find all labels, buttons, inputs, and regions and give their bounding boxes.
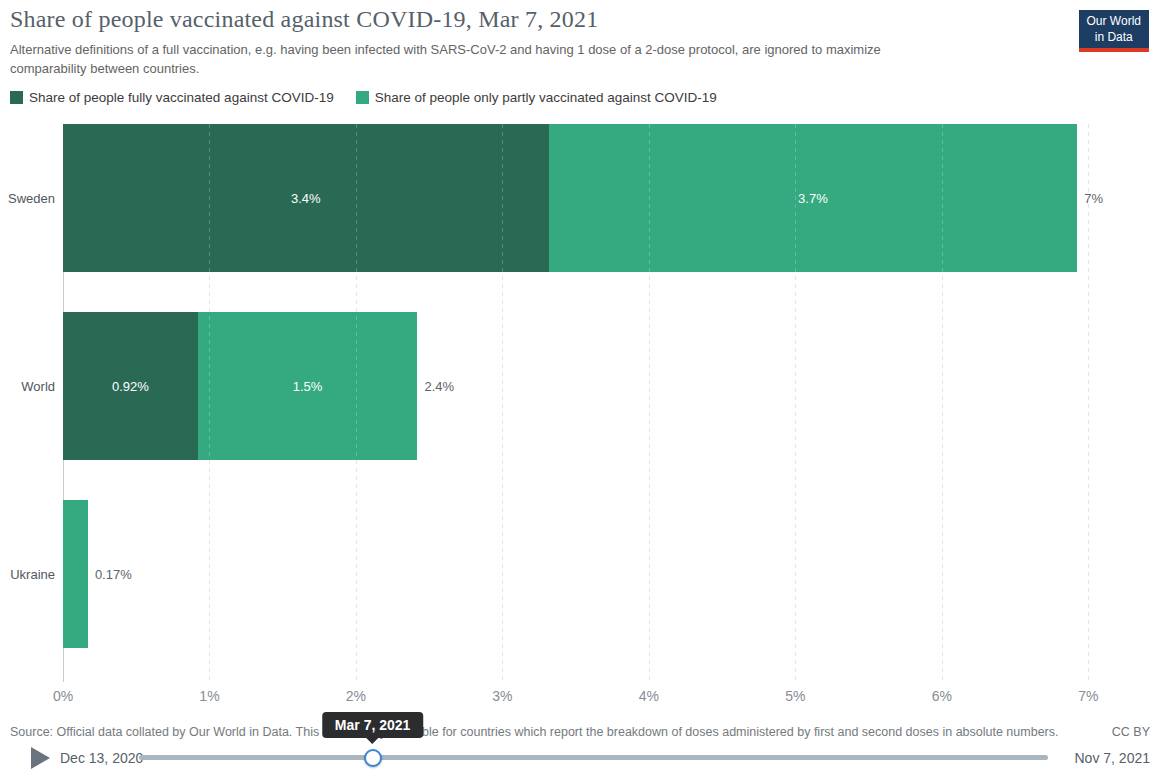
slider-track[interactable] [139, 755, 1048, 760]
segment-value-label: 0.92% [112, 379, 149, 394]
bar-segment-partly[interactable] [63, 500, 88, 648]
timeline-start-date: Dec 13, 2020 [60, 750, 143, 766]
bar-rows: Sweden 3.4% 3.7% 7% World 0.92% 1.5% 2.4% Ukrain… [0, 124, 1160, 682]
slider-handle[interactable] [364, 749, 382, 767]
legend: Share of people fully vaccinated against… [10, 90, 717, 105]
bar-row[interactable]: Ukraine 0.17% [0, 500, 1160, 648]
segment-value-label: 1.5% [293, 379, 323, 394]
timeline-end-date: Nov 7, 2021 [1075, 750, 1151, 766]
axis-tick-label: 3% [492, 688, 512, 704]
axis-tick-label: 2% [346, 688, 366, 704]
date-tooltip: Mar 7, 2021 [322, 712, 424, 738]
entity-label: Ukraine [0, 500, 55, 648]
entity-label: Sweden [0, 124, 55, 272]
owid-logo-line2: in Data [1087, 30, 1141, 46]
axis-tick-label: 4% [639, 688, 659, 704]
legend-item-partly[interactable]: Share of people only partly vaccinated a… [356, 90, 717, 105]
legend-label-fully: Share of people fully vaccinated against… [29, 90, 334, 105]
source-text: Source: Official data collated by Our Wo… [10, 725, 1058, 739]
axis-tick-label: 0% [53, 688, 73, 704]
legend-label-partly: Share of people only partly vaccinated a… [375, 90, 717, 105]
license-link[interactable]: CC BY [1112, 725, 1150, 739]
source-row: Source: Official data collated by Our Wo… [10, 725, 1150, 739]
page-title: Share of people vaccinated against COVID… [10, 6, 598, 33]
segment-value-label: 3.4% [291, 191, 321, 206]
bar-row[interactable]: World 0.92% 1.5% 2.4% [0, 312, 1160, 460]
legend-item-fully[interactable]: Share of people fully vaccinated against… [10, 90, 334, 105]
bar-row[interactable]: Sweden 3.4% 3.7% 7% [0, 124, 1160, 272]
bar-segment-fully[interactable]: 3.4% [63, 124, 549, 272]
owid-logo-line1: Our World [1087, 14, 1141, 30]
legend-swatch-partly-icon [356, 91, 369, 104]
entity-label: World [0, 312, 55, 460]
bar-total-label: 0.17% [95, 567, 132, 582]
legend-swatch-fully-icon [10, 91, 23, 104]
bar-track: 3.4% 3.7% 7% [63, 124, 1103, 272]
axis-tick-label: 5% [785, 688, 805, 704]
owid-chart-page: Share of people vaccinated against COVID… [0, 0, 1160, 774]
axis-tick-label: 7% [1078, 688, 1098, 704]
bar-total-label: 7% [1084, 191, 1103, 206]
bar-track: 0.92% 1.5% 2.4% [63, 312, 1103, 460]
segment-value-label: 3.7% [798, 191, 828, 206]
bar-track: 0.17% [63, 500, 1103, 648]
play-button[interactable] [31, 747, 50, 769]
chart-area: Sweden 3.4% 3.7% 7% World 0.92% 1.5% 2.4% Ukrain… [0, 124, 1160, 700]
bar-segment-partly[interactable]: 3.7% [549, 124, 1078, 272]
axis-tick-label: 6% [932, 688, 952, 704]
page-subtitle: Alternative definitions of a full vaccin… [10, 41, 960, 79]
owid-logo[interactable]: Our World in Data [1079, 10, 1149, 52]
bar-total-label: 2.4% [424, 379, 454, 394]
axis-tick-label: 1% [199, 688, 219, 704]
bar-segment-partly[interactable]: 1.5% [198, 312, 418, 460]
bar-segment-fully[interactable]: 0.92% [63, 312, 198, 460]
